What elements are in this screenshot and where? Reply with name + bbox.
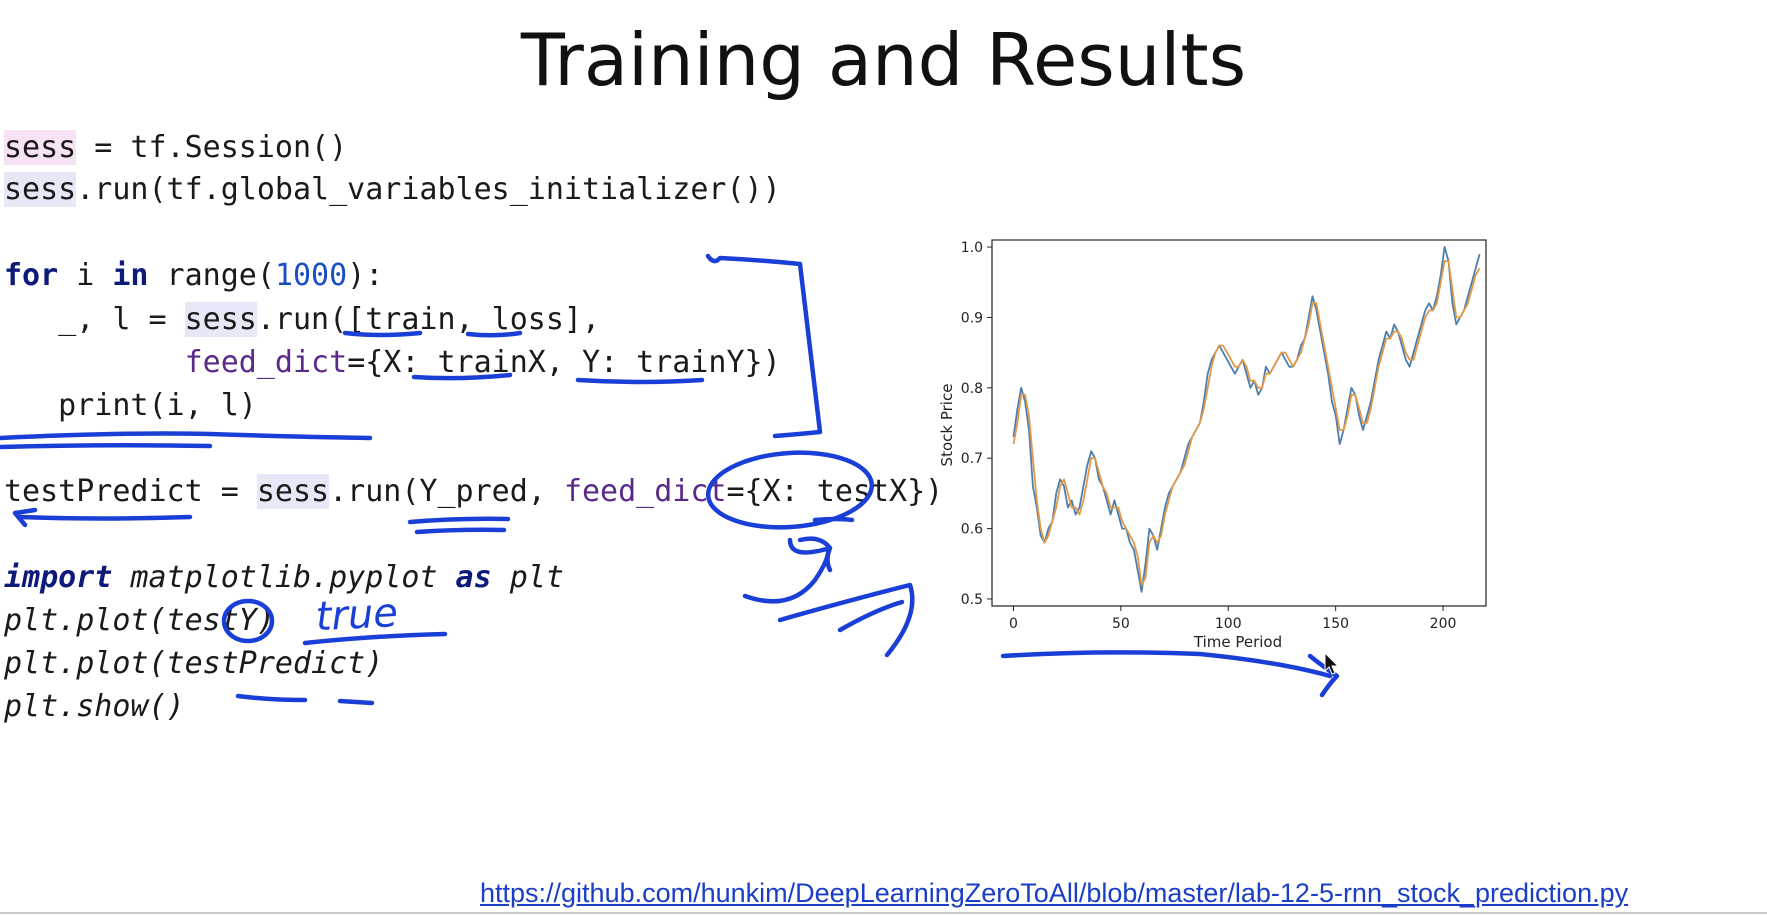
code-token: matplotlib.pyplot	[112, 560, 456, 595]
code-token: plt.plot(testPredict)	[4, 646, 384, 681]
code-line-7: testPredict = sess.run(Y_pred, feed_dict…	[4, 474, 943, 510]
y-tick-label: 0.5	[961, 592, 983, 608]
code-token: ={X: testX})	[726, 474, 944, 509]
y-axis-label: Stock Price	[938, 384, 956, 467]
y-tick-label: 0.8	[961, 381, 983, 397]
code-line-10: plt.plot(testPredict)	[4, 646, 383, 682]
code-token: .run(tf.global_variables_initializer())	[76, 172, 781, 207]
x-axis-label: Time Period	[1193, 633, 1282, 651]
code-token: _, l =	[4, 302, 185, 337]
code-token: ):	[347, 258, 384, 293]
keyword-token: in	[112, 258, 149, 293]
slide-title: Training and Results	[520, 18, 1247, 102]
code-token: .run(Y_pred,	[329, 474, 564, 509]
code-token: sess	[256, 474, 330, 509]
code-token: sess	[184, 302, 257, 337]
keyword-token: as	[455, 560, 492, 595]
ink-underline-testPredict-bottom	[235, 693, 308, 703]
ink-arrow-right	[777, 582, 915, 658]
kwarg-token: feed_dict	[563, 474, 727, 509]
x-tick-label: 150	[1322, 616, 1349, 632]
code-token: plt.show()	[4, 689, 185, 724]
mouse-cursor-icon	[1324, 652, 1340, 675]
code-token: print(i, l)	[4, 388, 257, 423]
keyword-token: import	[4, 560, 113, 595]
series-line-2	[1012, 260, 1481, 586]
code-line-3: for i in range(1000):	[4, 258, 383, 294]
ink-separator-line-2	[0, 442, 213, 450]
series-line-1	[1012, 246, 1481, 593]
x-tick-label: 200	[1430, 616, 1457, 632]
code-line-8: import matplotlib.pyplot as plt	[4, 560, 564, 596]
x-tick-label: 0	[1009, 616, 1018, 632]
code-token: sess	[4, 172, 77, 207]
code-line-2: sess.run(tf.global_variables_initializer…	[4, 172, 781, 208]
stock-chart: 0.5 0.6 0.7 0.8 0.9 1.0 0 50 100 150 200 Stock Pri…	[938, 239, 1487, 651]
code-token: .run([train, loss],	[256, 302, 601, 337]
ink-underline-Ypred-2	[414, 527, 507, 535]
number-token: 1000	[274, 258, 348, 293]
code-line-5: feed_dict={X: trainX, Y: trainY})	[4, 345, 781, 381]
code-line-1: sess = tf.Session()	[4, 130, 347, 166]
code-token: testPredict =	[4, 474, 257, 509]
code-token: range(	[148, 258, 275, 293]
code-token: plt.plot(testY)	[4, 603, 275, 638]
y-tick-label: 0.9	[961, 310, 983, 326]
code-token	[4, 345, 185, 380]
y-tick-label: 0.6	[961, 522, 983, 538]
code-line-9: plt.plot(testY)	[4, 603, 275, 639]
ink-underline-testPredict	[17, 514, 193, 521]
ink-underline-true	[302, 631, 448, 646]
kwarg-token: feed_dict	[184, 345, 348, 380]
ink-underline-Ypred	[407, 516, 511, 525]
ink-separator-line	[0, 431, 373, 441]
code-token: plt	[491, 560, 564, 595]
keyword-token: for	[4, 258, 59, 293]
y-tick-label: 1.0	[961, 240, 983, 256]
ink-underline-testX	[812, 516, 855, 523]
code-token: i	[58, 258, 113, 293]
x-tick-label: 100	[1215, 616, 1242, 632]
code-line-11: plt.show()	[4, 689, 185, 725]
source-link[interactable]: https://github.com/hunkim/DeepLearningZe…	[480, 878, 1629, 908]
ink-arrow-left	[12, 507, 38, 528]
ink-word-true: true	[315, 590, 399, 640]
code-token: ={X: trainX, Y: trainY})	[347, 345, 781, 380]
code-token: sess	[4, 130, 77, 165]
plot-frame	[991, 239, 1487, 607]
ink-arrow-up	[742, 536, 833, 604]
bottom-divider	[0, 912, 1767, 914]
code-line-4: _, l = sess.run([train, loss],	[4, 302, 600, 338]
code-line-6: print(i, l)	[4, 388, 257, 424]
code-token: = tf.Session()	[76, 130, 348, 165]
y-tick-label: 0.7	[961, 451, 983, 467]
x-tick-label: 50	[1112, 616, 1130, 632]
ink-underline-dash	[337, 698, 375, 706]
